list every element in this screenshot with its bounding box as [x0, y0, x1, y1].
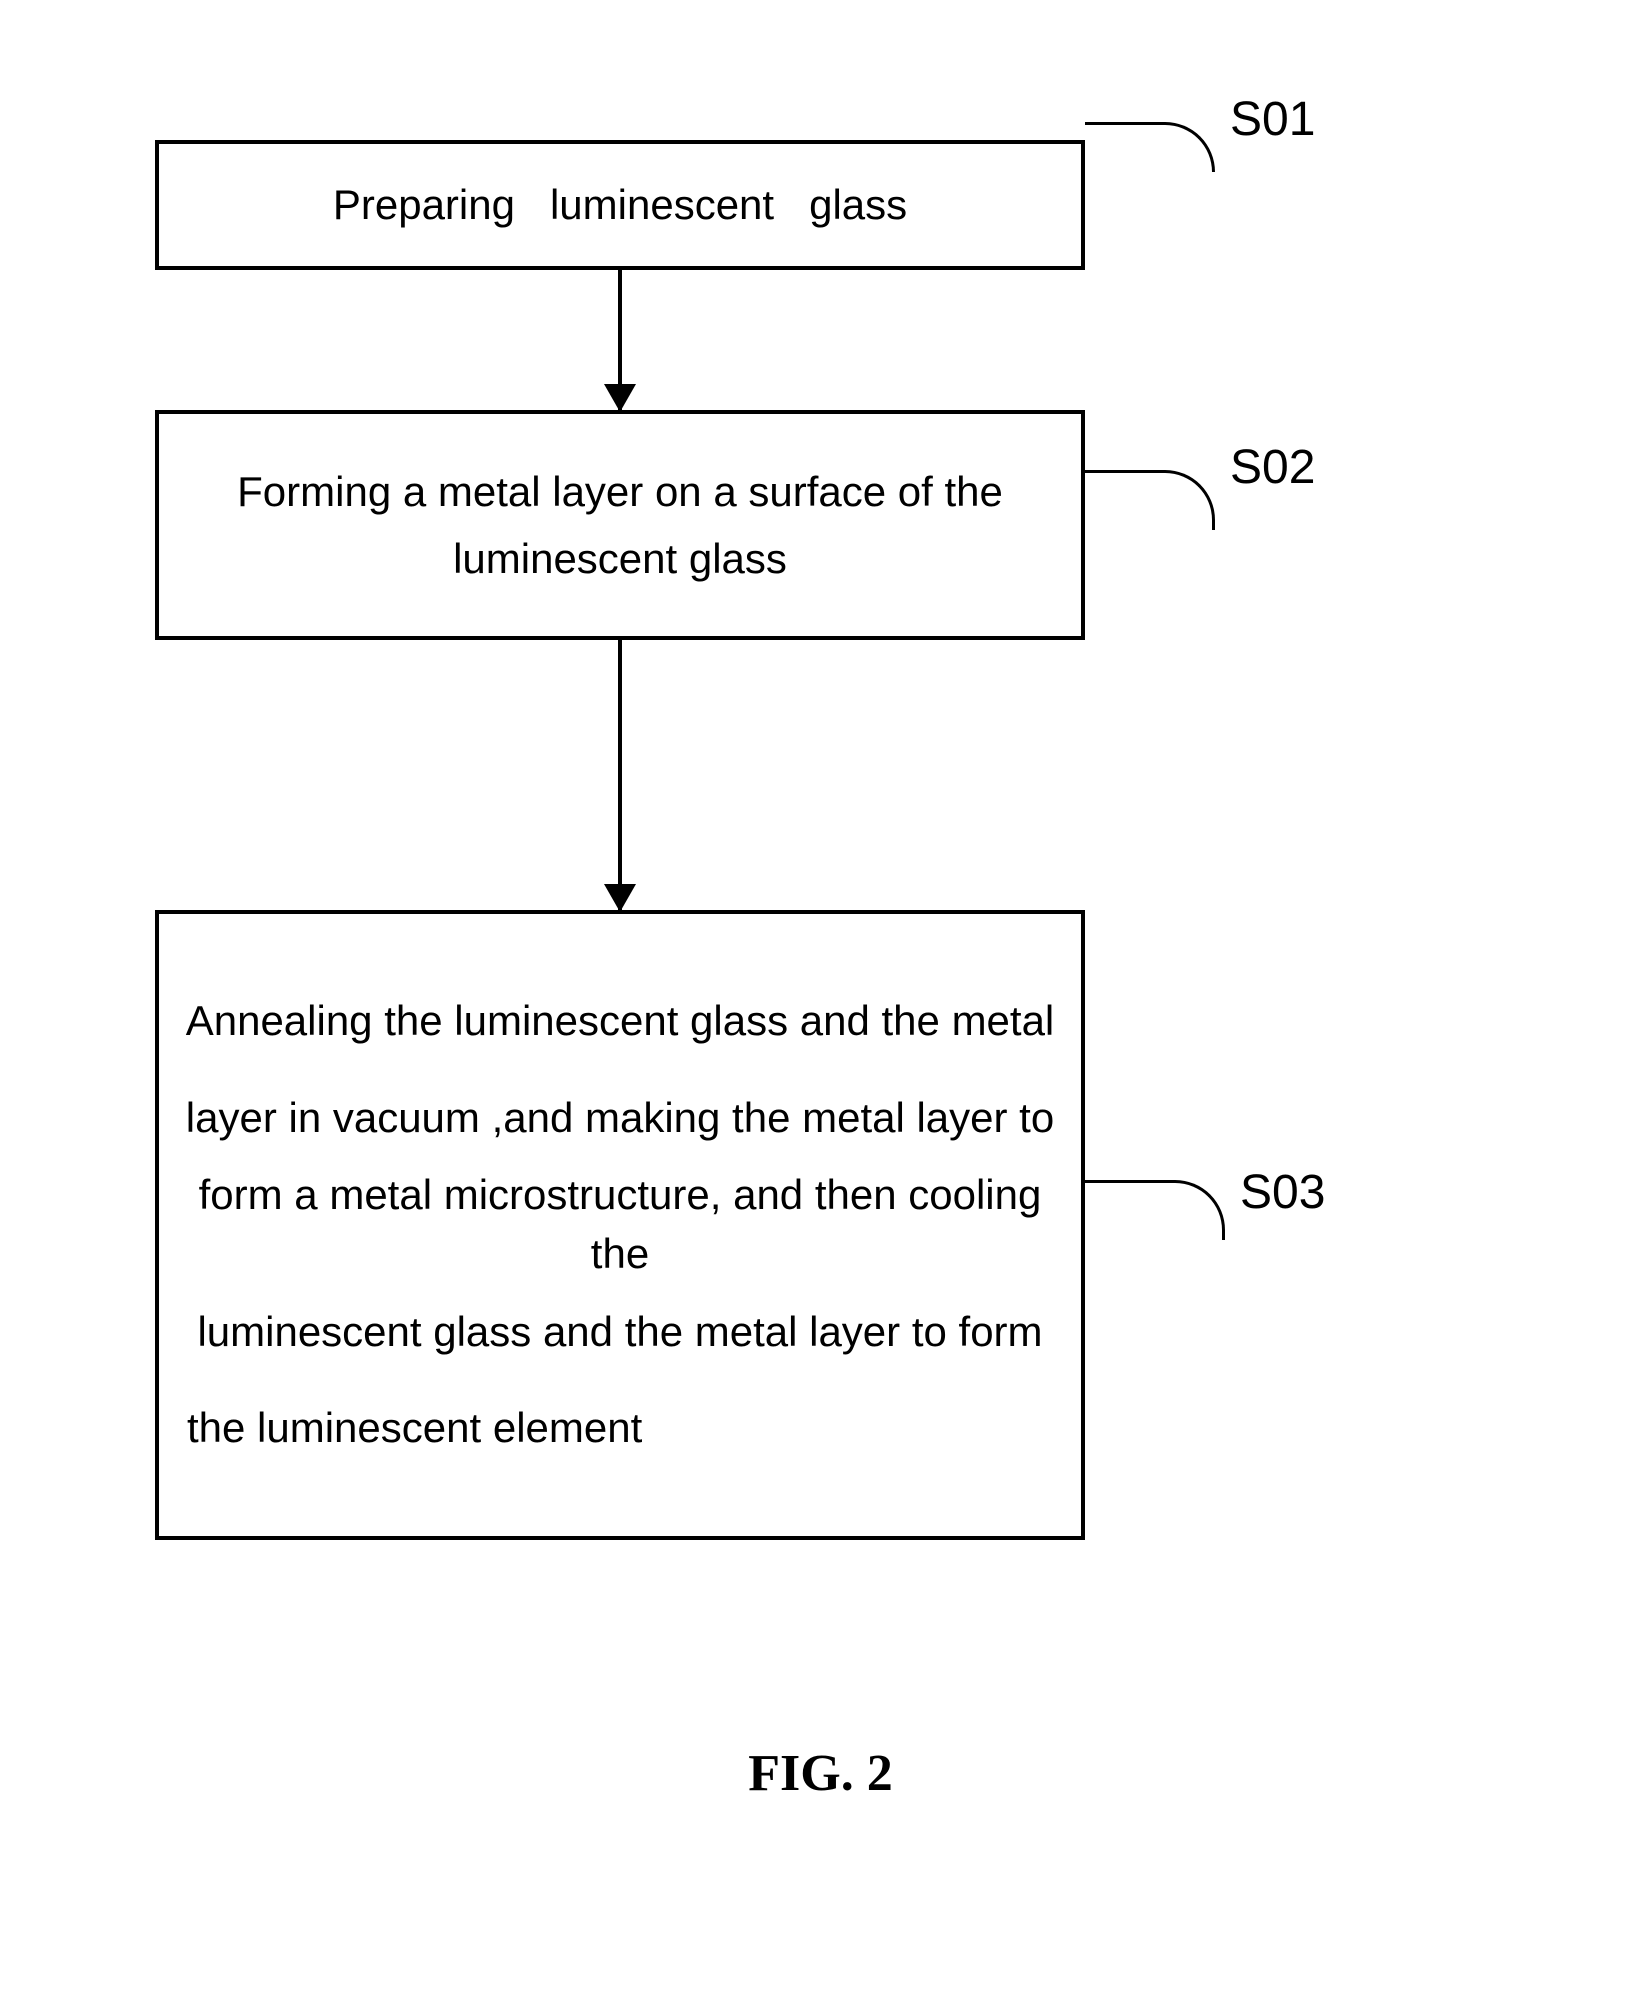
step-3-line-1: Annealing the luminescent glass and the …	[167, 973, 1073, 1070]
figure-caption: FIG. 2	[748, 1744, 892, 1803]
step-1-text: Preparing luminescent glass	[333, 171, 907, 238]
step-label-s02: S02	[1230, 440, 1315, 495]
flowchart-container: S01 Preparing luminescent glass S02 Form…	[130, 140, 1510, 1540]
step-3-line-3: form a metal microstructure, and then co…	[167, 1166, 1073, 1284]
arrow-2	[618, 640, 622, 910]
step-3-text: Annealing the luminescent glass and the …	[167, 973, 1073, 1477]
arrowhead-2	[604, 884, 636, 912]
step-label-s01: S01	[1230, 92, 1315, 147]
arrow-container-1	[155, 270, 1085, 410]
flowchart-step-2: Forming a metal layer on a surface of th…	[155, 410, 1085, 640]
step-3-line-5: the luminescent element	[167, 1380, 1073, 1477]
step-label-s03: S03	[1240, 1165, 1325, 1220]
arrow-1	[618, 270, 622, 410]
step-3-line-4: luminescent glass and the metal layer to…	[167, 1284, 1073, 1381]
label-connector-s03	[1085, 1180, 1225, 1240]
flowchart-step-1: Preparing luminescent glass	[155, 140, 1085, 270]
flowchart-step-3: Annealing the luminescent glass and the …	[155, 910, 1085, 1540]
step-2-text: Forming a metal layer on a surface of th…	[167, 458, 1073, 592]
arrowhead-1	[604, 384, 636, 412]
label-connector-s01	[1085, 122, 1215, 172]
step-3-line-2: layer in vacuum ,and making the metal la…	[167, 1070, 1073, 1167]
label-connector-s02	[1085, 470, 1215, 530]
arrow-container-2	[155, 640, 1085, 910]
